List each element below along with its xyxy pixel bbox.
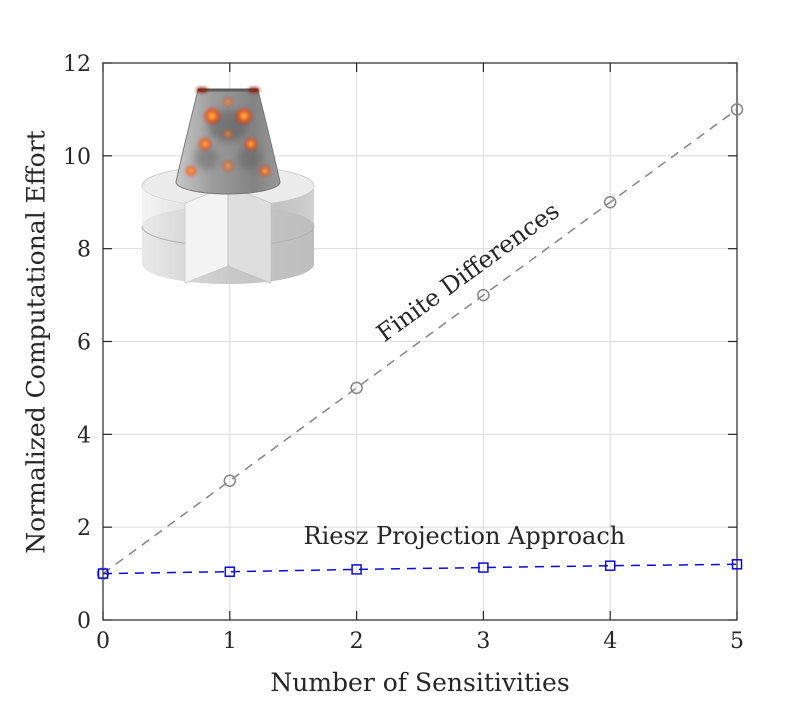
y-tick-label: 12 — [63, 52, 91, 77]
marker-circle — [477, 288, 490, 302]
x-tick-label: 5 — [730, 629, 744, 654]
marker-circle — [730, 103, 744, 116]
marker-square — [604, 560, 616, 571]
x-tick-label: 0 — [96, 629, 110, 654]
marker-square — [224, 566, 236, 577]
marker-square — [97, 568, 109, 579]
marker-square — [731, 559, 743, 570]
y-tick-label: 8 — [77, 238, 91, 263]
y-tick-label: 10 — [63, 145, 91, 170]
label-riesz-projection-approach: Riesz Projection Approach — [303, 521, 626, 550]
y-axis-title: Normalized Computational Effort — [21, 130, 51, 554]
marker-circle — [223, 474, 237, 487]
x-tick-label: 3 — [476, 629, 490, 654]
marker-circle — [603, 196, 617, 209]
marker-square — [351, 564, 362, 575]
inset-nanostructure-image — [141, 87, 315, 284]
y-tick-label: 0 — [77, 609, 91, 634]
marker-square — [478, 562, 489, 573]
y-tick-label: 2 — [77, 516, 91, 541]
x-axis-title: Number of Sensitivities — [270, 668, 570, 697]
y-tick-label: 6 — [77, 331, 91, 356]
marker-circle — [350, 381, 363, 395]
y-tick-label: 4 — [77, 423, 91, 448]
series-line-0 — [102, 108, 738, 575]
x-tick-label: 2 — [350, 629, 364, 654]
series-line-1 — [102, 563, 738, 575]
x-tick-label: 4 — [603, 629, 617, 654]
x-tick-label: 1 — [223, 629, 237, 654]
